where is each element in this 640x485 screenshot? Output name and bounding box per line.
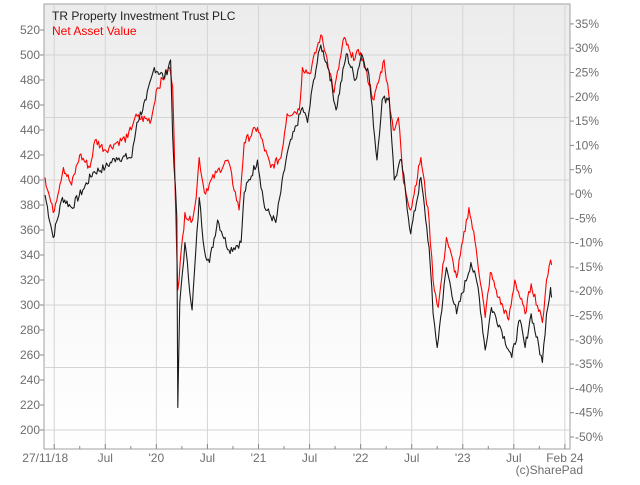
y-right-tick-label: -25% bbox=[575, 309, 603, 323]
y-left-tick-label: 340 bbox=[20, 248, 40, 262]
y-right-tick-label: -50% bbox=[575, 430, 603, 444]
y-right-tick-label: 5% bbox=[575, 163, 593, 177]
y-left-tick-label: 260 bbox=[20, 348, 40, 362]
y-left-tick-label: 440 bbox=[20, 123, 40, 137]
y-left-tick-label: 300 bbox=[20, 298, 40, 312]
x-tick-label: Jul bbox=[506, 451, 521, 465]
y-left-tick-label: 240 bbox=[20, 373, 40, 387]
price-line bbox=[44, 44, 553, 409]
y-right-tick-label: 30% bbox=[575, 41, 599, 55]
y-left-tick-label: 220 bbox=[20, 398, 40, 412]
y-right-tick-label: -20% bbox=[575, 284, 603, 298]
y-right-tick-label: 0% bbox=[575, 187, 593, 201]
y-right-tick-label: -40% bbox=[575, 381, 603, 395]
legend-price: TR Property Investment Trust PLC bbox=[52, 9, 236, 23]
series-lines bbox=[44, 34, 553, 409]
legend-nav: Net Asset Value bbox=[52, 24, 137, 38]
y-right-tick-label: 15% bbox=[575, 114, 599, 128]
y-left-tick-label: 420 bbox=[20, 148, 40, 162]
y-right-tick-label: 10% bbox=[575, 138, 599, 152]
y-left-tick-label: 380 bbox=[20, 198, 40, 212]
plot-area bbox=[43, 3, 571, 450]
x-tick-label: '22 bbox=[353, 451, 369, 465]
nav-line bbox=[44, 34, 553, 324]
x-tick-label: '23 bbox=[455, 451, 471, 465]
y-right-tick-label: 20% bbox=[575, 90, 599, 104]
x-tick-label: Jul bbox=[404, 451, 419, 465]
axes: 200 220 240 260 280 300 320 340 360 380 400 420 440 4… bbox=[20, 17, 603, 465]
y-right-tick-label: -5% bbox=[575, 211, 597, 225]
y-right-tick-label: 25% bbox=[575, 66, 599, 80]
y-left-tick-label: 400 bbox=[20, 173, 40, 187]
y-left-tick-label: 500 bbox=[20, 48, 40, 62]
y-left-tick-label: 200 bbox=[20, 423, 40, 437]
y-right-tick-label: -15% bbox=[575, 260, 603, 274]
x-tick-label: 27/11/18 bbox=[22, 451, 68, 465]
x-tick-label: Feb 24 bbox=[546, 451, 584, 465]
x-tick-label: '20 bbox=[149, 451, 165, 465]
x-tick-label: Jul bbox=[302, 451, 317, 465]
y-left-tick-label: 460 bbox=[20, 98, 40, 112]
x-tick-label: Jul bbox=[200, 451, 215, 465]
y-left-tick-label: 320 bbox=[20, 273, 40, 287]
credit-label: (c)SharePad bbox=[516, 463, 583, 477]
x-tick-label: Jul bbox=[98, 451, 113, 465]
y-right-tick-label: -35% bbox=[575, 357, 603, 371]
y-right-tick-label: 35% bbox=[575, 17, 599, 31]
y-right-tick-label: -30% bbox=[575, 333, 603, 347]
y-right-tick-label: -10% bbox=[575, 236, 603, 250]
y-left-tick-label: 360 bbox=[20, 223, 40, 237]
x-tick-label: '21 bbox=[251, 451, 267, 465]
y-left-tick-label: 280 bbox=[20, 323, 40, 337]
y-right-tick-label: -45% bbox=[575, 406, 603, 420]
y-left-tick-label: 520 bbox=[20, 23, 40, 37]
y-left-tick-label: 480 bbox=[20, 73, 40, 87]
